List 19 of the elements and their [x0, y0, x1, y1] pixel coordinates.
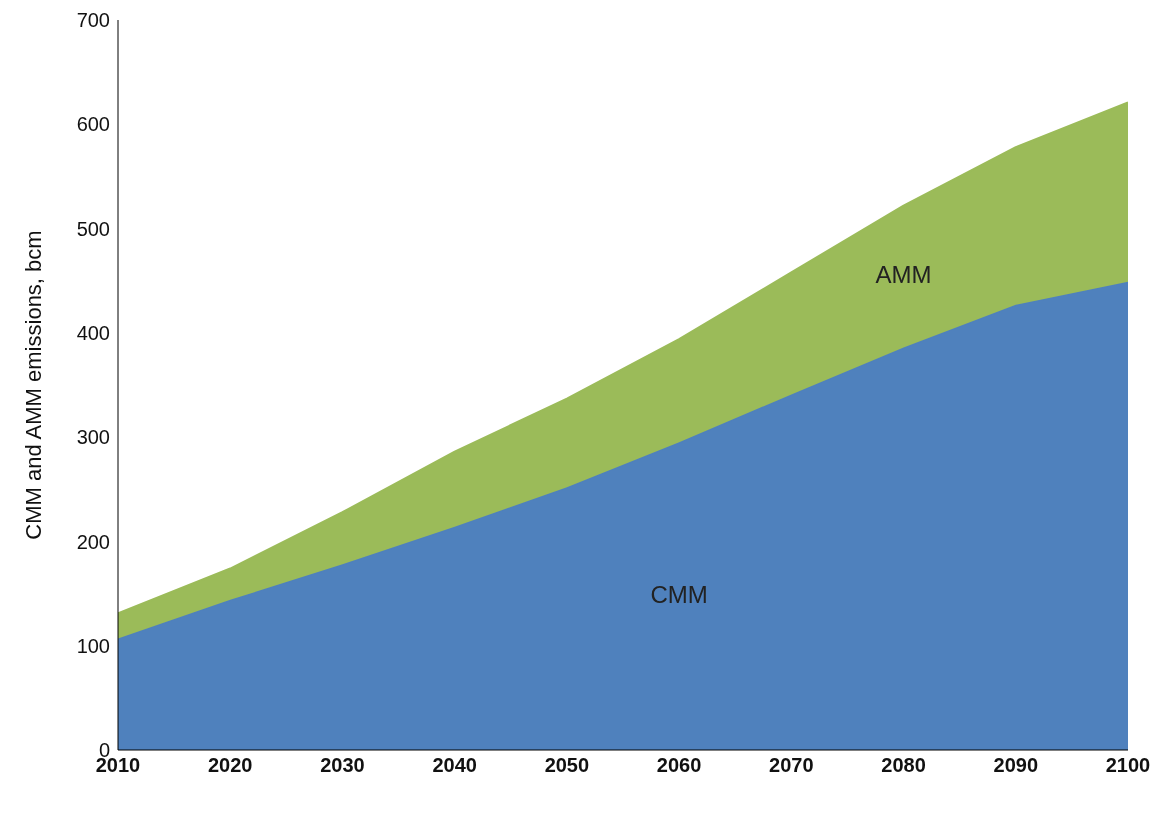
y-tick-label: 700 — [76, 9, 110, 32]
x-tick-label: 2060 — [656, 754, 702, 777]
x-tick-label: 2090 — [993, 754, 1039, 777]
series-label: AMM — [875, 260, 932, 288]
y-tick-label: 600 — [76, 113, 110, 136]
series-label: CMM — [650, 580, 708, 608]
x-tick-label: 2040 — [432, 754, 477, 777]
x-tick-label: 2080 — [881, 754, 926, 777]
x-tick-label: 2100 — [1105, 754, 1151, 777]
x-tick-label: 2030 — [320, 754, 365, 777]
y-tick-label: 300 — [76, 426, 110, 449]
y-tick-label: 100 — [76, 634, 110, 657]
x-tick-label: 2050 — [544, 754, 590, 777]
y-tick-label: 400 — [76, 321, 110, 344]
x-tick-label: 2070 — [769, 754, 814, 777]
y-tick-label: 200 — [76, 530, 110, 553]
y-tick-label: 500 — [76, 217, 110, 240]
y-axis-title: CMM and AMM emissions, bcm — [20, 230, 46, 540]
x-tick-label: 2020 — [207, 754, 253, 777]
